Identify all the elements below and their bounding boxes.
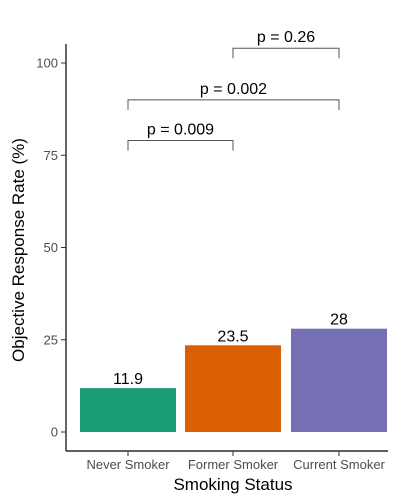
significance-bracket <box>127 99 340 110</box>
y-tick-label: 100 <box>36 56 58 71</box>
y-tick-label: 25 <box>44 332 58 347</box>
x-axis-label: Smoking Status <box>173 475 292 494</box>
y-tick-label: 75 <box>44 148 58 163</box>
bar-2 <box>291 328 387 432</box>
plot-area: 0 25 50 75 100 11.9 Never Smoker 23.5 Former Smo… <box>36 29 388 472</box>
significance-bracket <box>232 47 340 59</box>
bar-value-label: 11.9 <box>113 371 143 388</box>
x-tick-label: Never Smoker <box>86 457 170 472</box>
p-value-label: p = 0.002 <box>200 81 267 98</box>
p-value-label: p = 0.009 <box>147 121 214 138</box>
y-tick-label: 0 <box>51 425 58 440</box>
p-value-label: p = 0.26 <box>257 29 315 46</box>
bar-0 <box>80 388 176 432</box>
y-axis-label: Objective Response Rate (%) <box>9 138 28 362</box>
x-tick-label: Current Smoker <box>293 457 385 472</box>
x-tick-label: Former Smoker <box>188 457 279 472</box>
y-tick-label: 50 <box>44 240 58 255</box>
bar-value-label: 23.5 <box>217 328 248 345</box>
significance-bracket <box>127 139 234 151</box>
bar-1 <box>185 345 281 432</box>
bar-value-label: 28 <box>330 312 348 329</box>
